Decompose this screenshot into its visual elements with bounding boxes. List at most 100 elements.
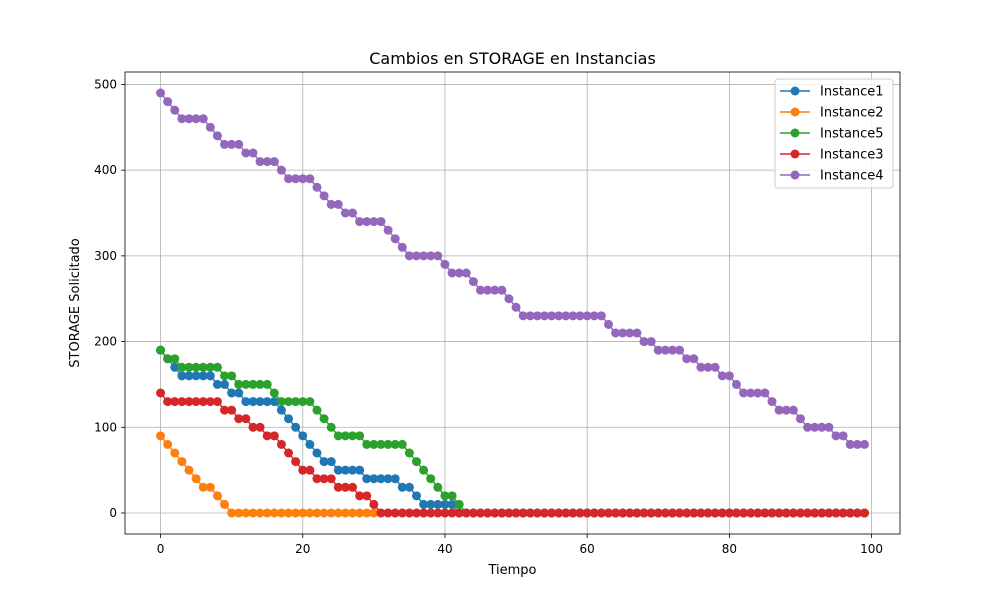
data-point-instance2 — [248, 508, 258, 518]
legend-item-instance5: Instance5 — [780, 127, 884, 142]
data-point-instance2 — [340, 508, 350, 518]
data-point-instance4 — [660, 345, 670, 355]
x-tick-label: 80 — [722, 542, 737, 556]
data-point-instance4 — [454, 268, 464, 278]
data-point-instance4 — [532, 311, 542, 321]
data-point-instance3 — [298, 465, 308, 475]
x-tick-label: 100 — [860, 542, 883, 556]
data-point-instance3 — [305, 465, 315, 475]
data-point-instance1 — [376, 474, 386, 484]
data-point-instance3 — [852, 508, 862, 518]
data-point-instance4 — [824, 422, 834, 432]
data-point-instance3 — [440, 508, 450, 518]
x-tick-label: 0 — [157, 542, 165, 556]
data-point-instance4 — [675, 345, 685, 355]
data-point-instance5 — [284, 397, 294, 407]
data-point-instance4 — [184, 114, 194, 124]
data-point-instance3 — [241, 414, 251, 424]
data-point-instance4 — [504, 294, 514, 304]
data-point-instance4 — [788, 405, 798, 415]
data-point-instance5 — [326, 422, 336, 432]
data-point-instance3 — [461, 508, 471, 518]
data-point-instance3 — [803, 508, 813, 518]
data-point-instance4 — [611, 328, 621, 338]
data-point-instance5 — [156, 345, 166, 355]
data-point-instance5 — [198, 362, 208, 372]
data-point-instance3 — [667, 508, 677, 518]
data-point-instance4 — [575, 311, 585, 321]
data-point-instance4 — [476, 285, 486, 295]
legend-marker — [790, 86, 800, 96]
data-point-instance3 — [511, 508, 521, 518]
data-point-instance3 — [205, 397, 215, 407]
data-point-instance1 — [191, 371, 201, 381]
data-point-instance3 — [682, 508, 692, 518]
data-point-instance4 — [269, 157, 279, 167]
data-point-instance4 — [547, 311, 557, 321]
data-point-instance4 — [795, 414, 805, 424]
y-tick-label: 300 — [94, 249, 117, 263]
data-point-instance5 — [362, 439, 372, 449]
data-point-instance4 — [412, 251, 422, 261]
x-axis-label: Tiempo — [487, 563, 536, 578]
data-point-instance2 — [191, 474, 201, 484]
data-point-instance4 — [248, 148, 258, 158]
data-point-instance3 — [412, 508, 422, 518]
data-point-instance3 — [618, 508, 628, 518]
data-point-instance3 — [774, 508, 784, 518]
data-point-instance4 — [333, 199, 343, 209]
data-point-instance3 — [319, 474, 329, 484]
data-point-instance3 — [490, 508, 500, 518]
data-point-instance3 — [838, 508, 848, 518]
legend-label: Instance4 — [820, 169, 884, 184]
data-point-instance4 — [490, 285, 500, 295]
data-point-instance5 — [319, 414, 329, 424]
data-point-instance3 — [788, 508, 798, 518]
x-tick-label: 40 — [437, 542, 452, 556]
data-point-instance3 — [340, 482, 350, 492]
data-point-instance1 — [440, 499, 450, 509]
data-point-instance3 — [632, 508, 642, 518]
data-point-instance3 — [504, 508, 514, 518]
data-point-instance3 — [468, 508, 478, 518]
data-point-instance3 — [582, 508, 592, 518]
data-point-instance5 — [305, 397, 315, 407]
data-point-instance4 — [483, 285, 493, 295]
data-point-instance4 — [859, 439, 869, 449]
data-point-instance3 — [817, 508, 827, 518]
data-point-instance3 — [539, 508, 549, 518]
legend-marker — [790, 107, 800, 117]
data-point-instance3 — [689, 508, 699, 518]
data-point-instance4 — [682, 354, 692, 364]
data-point-instance1 — [369, 474, 379, 484]
data-point-instance4 — [845, 439, 855, 449]
data-point-instance4 — [276, 165, 286, 175]
series-layer — [156, 88, 869, 518]
data-point-instance1 — [241, 397, 251, 407]
data-point-instance3 — [227, 405, 237, 415]
data-point-instance3 — [234, 414, 244, 424]
data-point-instance1 — [248, 397, 258, 407]
data-point-instance1 — [355, 465, 365, 475]
data-point-instance4 — [419, 251, 429, 261]
data-point-instance3 — [717, 508, 727, 518]
data-point-instance2 — [298, 508, 308, 518]
data-point-instance4 — [298, 174, 308, 184]
legend: Instance1 Instance2 Instance5 Instance3 Inst… — [774, 78, 894, 189]
data-point-instance3 — [568, 508, 578, 518]
data-point-instance2 — [312, 508, 322, 518]
data-point-instance2 — [227, 508, 237, 518]
data-point-instance1 — [269, 397, 279, 407]
data-point-instance4 — [561, 311, 571, 321]
data-point-instance3 — [312, 474, 322, 484]
data-point-instance3 — [355, 491, 365, 501]
data-point-instance4 — [817, 422, 827, 432]
data-point-instance4 — [220, 139, 230, 149]
data-point-instance5 — [241, 379, 251, 389]
data-point-instance4 — [205, 122, 215, 132]
data-point-instance5 — [404, 448, 414, 458]
data-point-instance3 — [781, 508, 791, 518]
data-point-instance5 — [170, 354, 180, 364]
data-point-instance4 — [262, 157, 272, 167]
data-point-instance4 — [582, 311, 592, 321]
